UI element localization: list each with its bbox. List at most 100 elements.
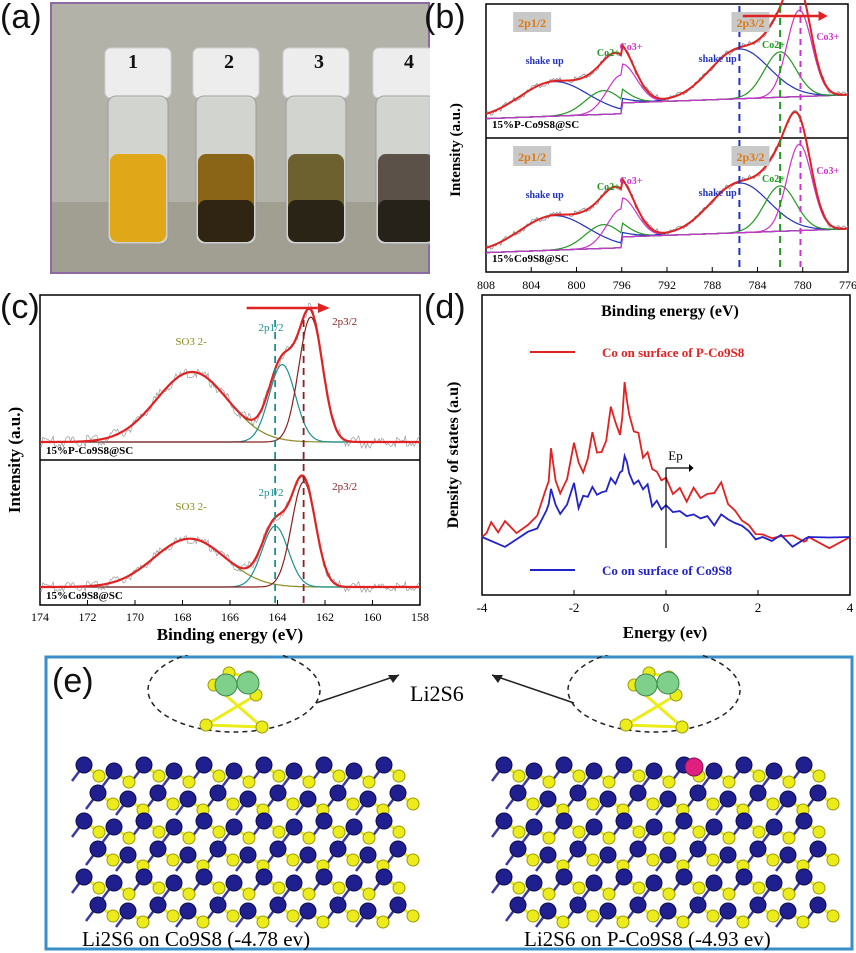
s-atom bbox=[106, 853, 120, 867]
co-atom bbox=[795, 756, 813, 774]
s-atom bbox=[242, 775, 256, 789]
s-atom bbox=[242, 887, 256, 901]
panel-b-xtick-label: 788 bbox=[703, 278, 721, 292]
s-atom bbox=[92, 881, 106, 895]
panel-e-right-caption: Li2S6 on P-Co9S8 (-4.93 ev) bbox=[524, 927, 771, 951]
s-atom bbox=[706, 853, 720, 867]
co-atom bbox=[359, 902, 377, 920]
s-atom bbox=[286, 797, 300, 811]
co-atom bbox=[389, 784, 407, 802]
vial-number: 1 bbox=[128, 51, 138, 73]
s-atom bbox=[255, 720, 269, 734]
co-atom bbox=[615, 756, 633, 774]
s-atom bbox=[826, 797, 840, 811]
s-atom bbox=[406, 853, 420, 867]
co-atom bbox=[375, 812, 393, 830]
fit-component bbox=[485, 88, 849, 120]
panel-c-xtick-label: 168 bbox=[174, 610, 192, 624]
sample-label: 15%Co9S8@SC bbox=[492, 253, 569, 265]
co-atom bbox=[345, 874, 363, 892]
s-atom bbox=[212, 825, 226, 839]
selection-ellipse bbox=[567, 655, 741, 733]
ep-label: Ep bbox=[668, 448, 682, 463]
co-atom bbox=[585, 762, 603, 780]
co-atom bbox=[765, 874, 783, 892]
co-atom bbox=[135, 868, 153, 886]
s-atom bbox=[302, 831, 316, 845]
co-atom bbox=[165, 874, 183, 892]
co-atom bbox=[555, 868, 573, 886]
co-atom bbox=[225, 818, 243, 836]
s-atom bbox=[122, 887, 136, 901]
s-atom bbox=[632, 769, 646, 783]
shake-up-label: shake up bbox=[526, 190, 565, 201]
co-atom bbox=[495, 868, 513, 886]
vial-cap bbox=[372, 47, 430, 99]
co-atom bbox=[105, 818, 123, 836]
co-atom bbox=[149, 840, 167, 858]
so3-label: SO3 2- bbox=[175, 336, 207, 348]
co-atom bbox=[585, 874, 603, 892]
s-atom bbox=[212, 881, 226, 895]
raw-data-line bbox=[485, 109, 849, 250]
s-atom bbox=[602, 831, 616, 845]
s-atom bbox=[662, 831, 676, 845]
raw-data-line bbox=[485, 0, 849, 116]
ep-arrow-head bbox=[689, 464, 694, 472]
co-atom bbox=[345, 818, 363, 836]
co-atom bbox=[525, 818, 543, 836]
co-atom bbox=[359, 846, 377, 864]
s-atom bbox=[92, 825, 106, 839]
bond bbox=[205, 693, 257, 727]
s-atom bbox=[332, 769, 346, 783]
envelope-line bbox=[40, 307, 420, 444]
co-atom bbox=[375, 756, 393, 774]
s-atom bbox=[752, 825, 766, 839]
s-atom bbox=[766, 909, 780, 923]
co-atom bbox=[179, 790, 197, 808]
co-atom bbox=[719, 846, 737, 864]
co-atom bbox=[735, 868, 753, 886]
s-atom bbox=[286, 909, 300, 923]
co-atom bbox=[255, 868, 273, 886]
panel-e-left-caption: Li2S6 on Co9S8 (-4.78 ev) bbox=[82, 927, 311, 951]
envelope-line bbox=[485, 110, 849, 249]
co-atom bbox=[735, 756, 753, 774]
panel-c-chart: 174 172 170 168 166 164 162 160 158 SO3 2- 2p1/2 2p… bbox=[5, 294, 429, 644]
fit-component bbox=[485, 222, 849, 254]
s-atom bbox=[782, 831, 796, 845]
co-atom bbox=[539, 902, 557, 920]
s-atom bbox=[586, 853, 600, 867]
p32-label: 2p3/2 bbox=[332, 316, 357, 328]
s-atom bbox=[572, 881, 586, 895]
co-atom bbox=[509, 784, 527, 802]
s-atom bbox=[722, 775, 736, 789]
s-atom bbox=[346, 909, 360, 923]
s-atom bbox=[675, 720, 689, 734]
panel-c-xlabel: Binding energy (eV) bbox=[157, 625, 303, 644]
s-atom bbox=[316, 915, 330, 929]
s-atom bbox=[362, 775, 376, 789]
panel-d-label: (d) bbox=[424, 288, 466, 326]
co-atom bbox=[149, 896, 167, 914]
s-atom bbox=[526, 909, 540, 923]
li2s6-cluster bbox=[147, 655, 321, 734]
p32-label: 2p3/2 bbox=[736, 16, 764, 30]
vial-number: 2 bbox=[224, 51, 234, 73]
panel-a-label: (a) bbox=[0, 0, 42, 36]
s-atom bbox=[782, 775, 796, 789]
co-atom bbox=[719, 902, 737, 920]
vial-cap bbox=[104, 47, 172, 99]
s-atom bbox=[796, 915, 810, 929]
fit-component bbox=[40, 525, 420, 588]
panel-b-xtick-label: 796 bbox=[613, 278, 631, 292]
s-atom bbox=[752, 769, 766, 783]
s-atom bbox=[392, 825, 406, 839]
co-atom bbox=[225, 874, 243, 892]
pointer-arrow-right-head bbox=[492, 675, 503, 683]
panel-b-label: (b) bbox=[424, 0, 466, 36]
s-atom bbox=[572, 825, 586, 839]
co-atom bbox=[749, 840, 767, 858]
panel-b-xtick-label: 776 bbox=[839, 278, 856, 292]
co3-label: Co3+ bbox=[816, 166, 839, 177]
